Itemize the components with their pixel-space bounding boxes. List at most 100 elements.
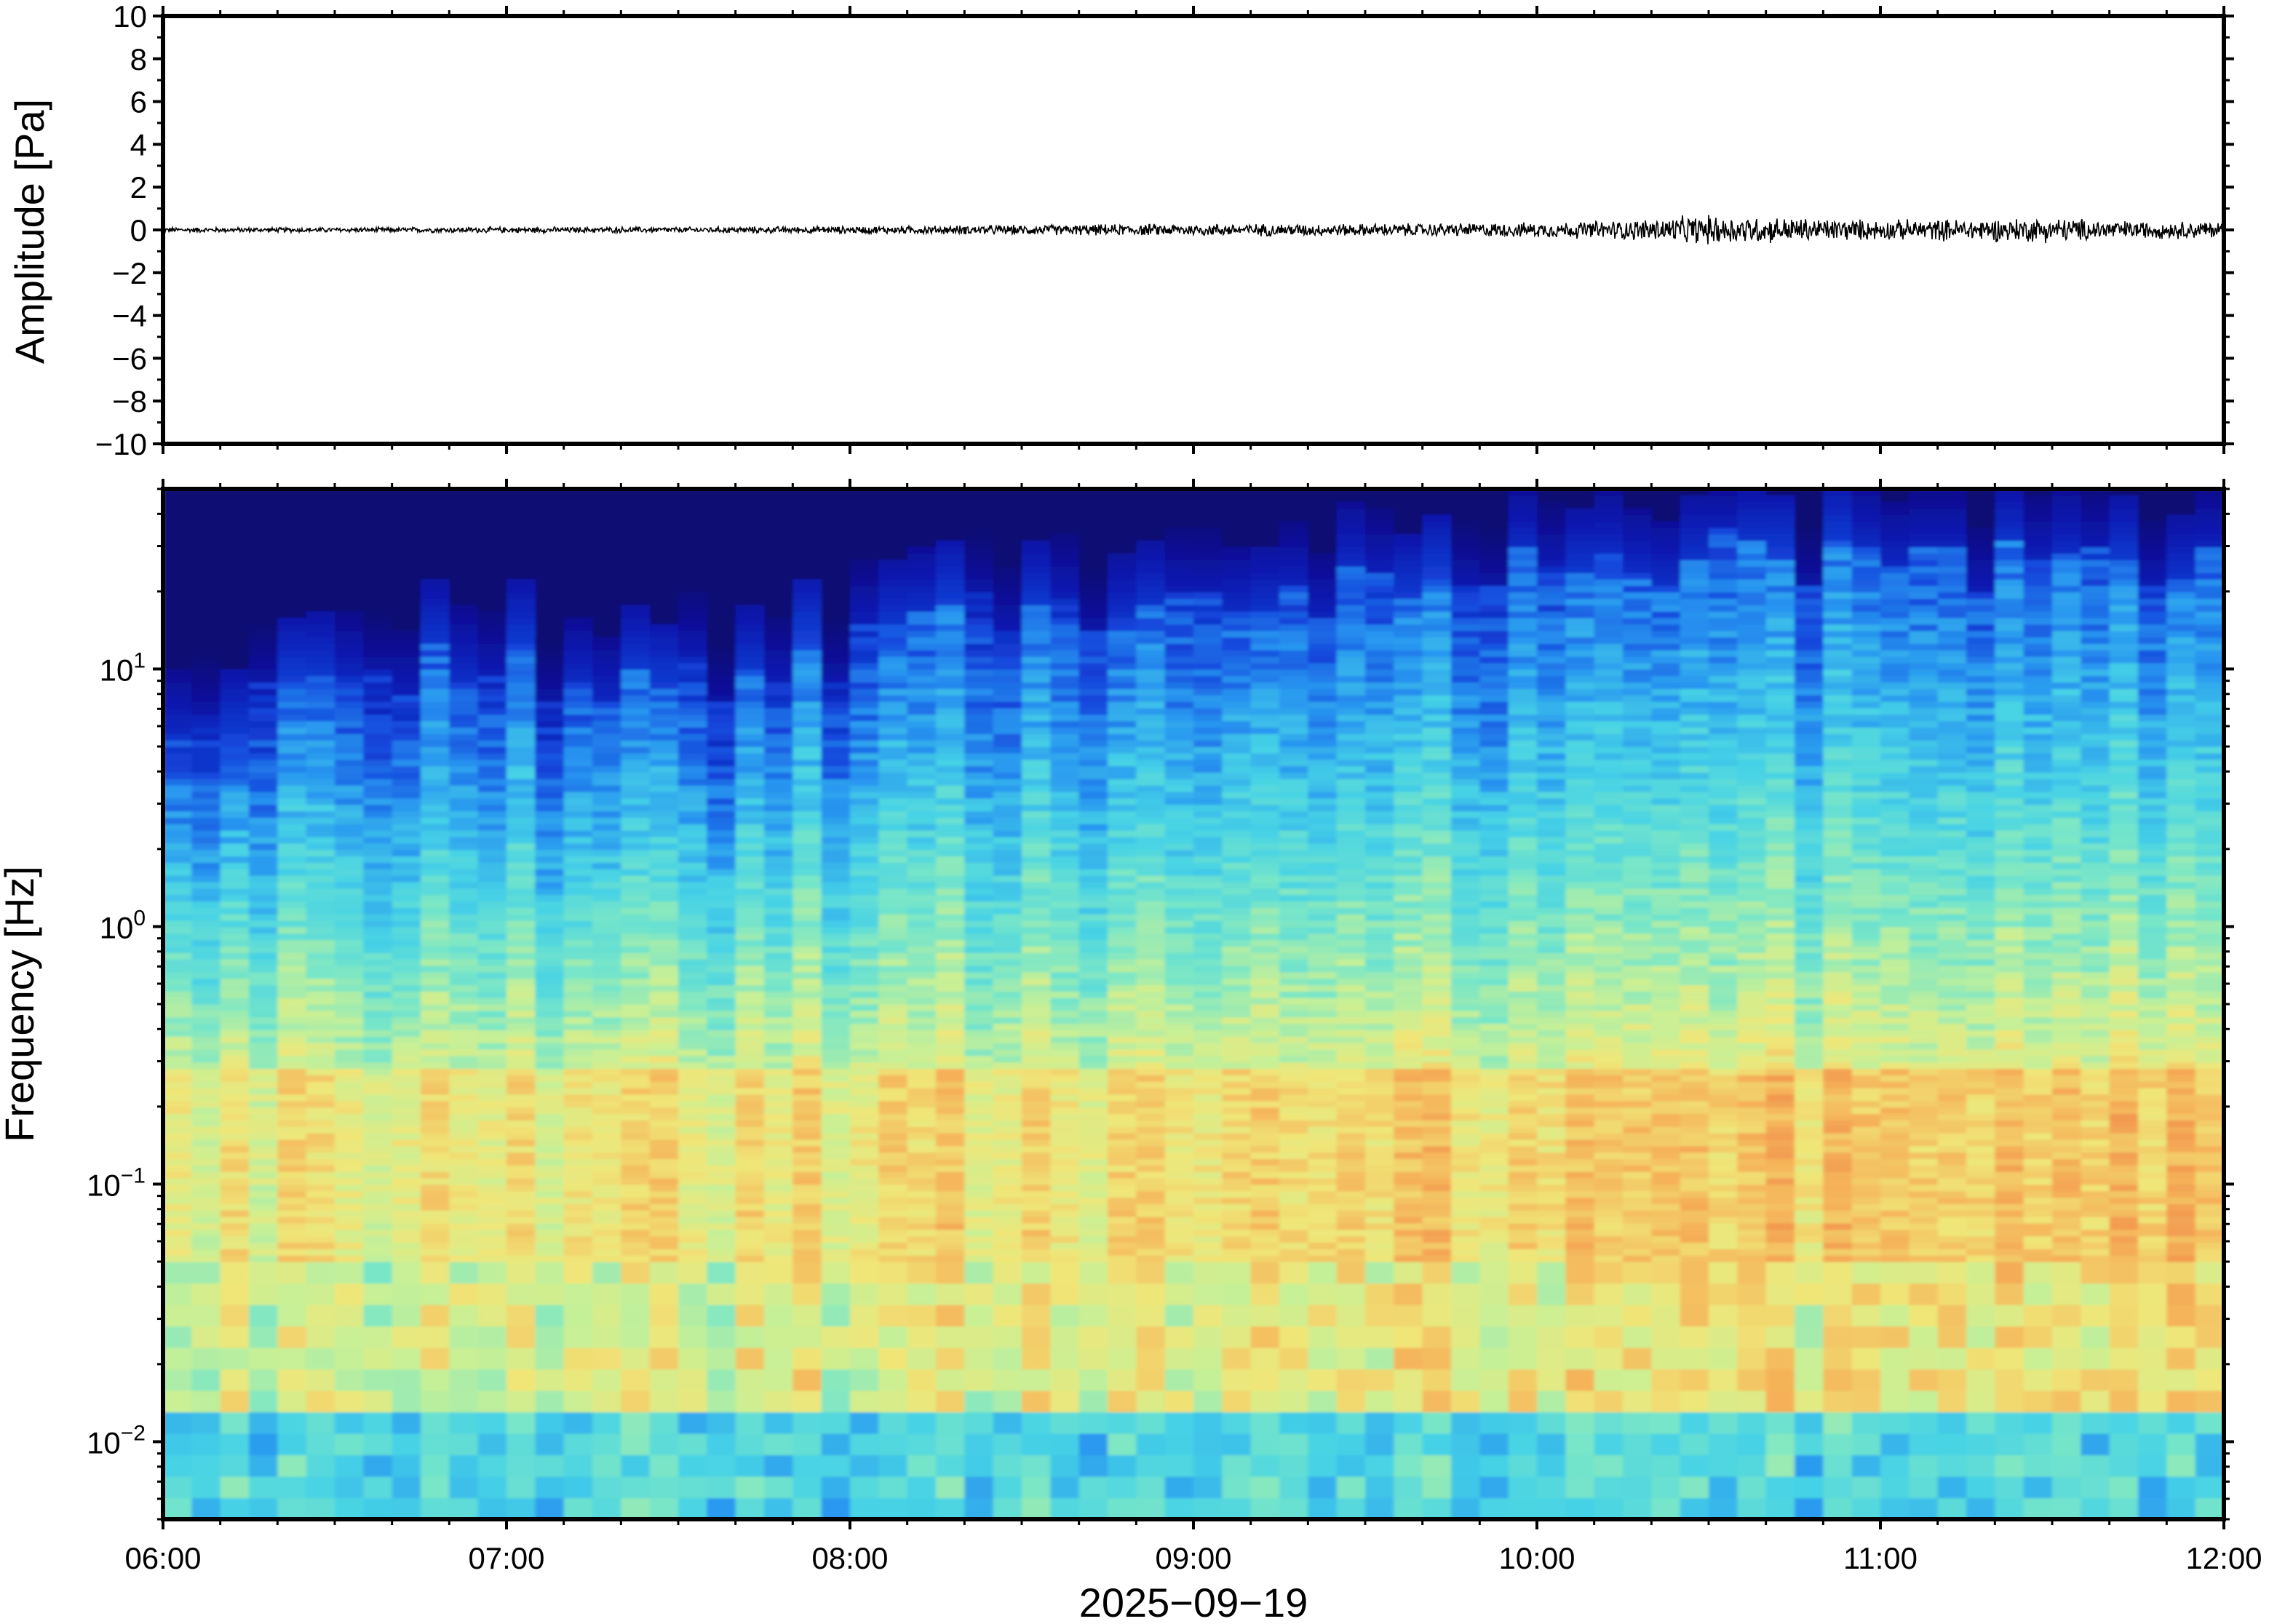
spectrogram-cell — [363, 637, 393, 644]
spectrogram-cell — [878, 759, 908, 767]
spectrogram-cell — [1250, 862, 1280, 869]
spectrogram-cell — [1250, 759, 1280, 767]
spectrogram-cell — [1193, 1262, 1223, 1284]
spectrogram-cell — [449, 1107, 479, 1115]
spectrogram-cell — [592, 1171, 621, 1179]
spectrogram-cell — [1250, 984, 1280, 992]
spectrogram-cell — [678, 714, 707, 722]
spectrogram-cell — [592, 1229, 621, 1237]
spectrogram-cell — [678, 998, 707, 1005]
spectrogram-cell — [421, 707, 450, 715]
spectrogram-cell — [649, 1412, 679, 1434]
spectrogram-cell — [1308, 1043, 1338, 1050]
spectrogram-cell — [506, 881, 536, 889]
spectrogram-cell — [964, 553, 994, 560]
spectrogram-cell — [878, 643, 908, 650]
spectrogram-cell — [191, 952, 221, 960]
spectrogram-cell — [506, 1088, 536, 1095]
spectrogram-cell — [821, 1283, 851, 1305]
spectrogram-cell — [764, 1139, 793, 1147]
spectrogram-cell — [735, 720, 765, 728]
spectrogram-cell — [821, 797, 851, 805]
spectrogram-cell — [1050, 888, 1080, 896]
spectrogram-cell — [1050, 1249, 1080, 1256]
spectrogram-cell — [1193, 869, 1223, 876]
spectrogram-cell — [1078, 1107, 1108, 1115]
spectrogram-cell — [1078, 1390, 1108, 1413]
spectrogram-cell — [1050, 849, 1080, 857]
spectrogram-cell — [563, 849, 593, 857]
spectrogram-cell — [506, 733, 536, 741]
spectrogram-cell — [220, 888, 250, 896]
spectrogram-cell — [1022, 1133, 1051, 1140]
spectrogram-cell — [735, 1235, 765, 1243]
spectrogram-cell — [678, 630, 707, 638]
spectrogram-cell — [964, 1369, 994, 1391]
spectrogram-cell — [421, 1369, 450, 1391]
spectrogram-cell — [477, 1177, 507, 1185]
spectrogram-cell — [878, 901, 908, 908]
spectrogram-cell — [563, 804, 593, 812]
spectrogram-cell — [277, 1152, 307, 1159]
spectrogram-cell — [421, 727, 450, 734]
spectrogram-cell — [277, 991, 307, 998]
spectrogram-cell — [649, 881, 679, 889]
spectrogram-cell — [1022, 1326, 1051, 1348]
spectrogram-cell — [592, 1390, 621, 1413]
spectrogram-cell — [477, 817, 507, 824]
spectrogram-cell — [850, 1210, 879, 1217]
spectrogram-cell — [449, 1184, 479, 1192]
spectrogram-cell — [1164, 914, 1194, 921]
spectrogram-cell — [792, 611, 822, 618]
spectrogram-cell — [592, 1107, 621, 1115]
spectrogram-cell — [878, 875, 908, 883]
spectrogram-cell — [1193, 772, 1223, 779]
spectrogram-cell — [506, 1004, 536, 1011]
spectrogram-cell — [764, 752, 793, 760]
spectrogram-cell — [878, 618, 908, 625]
spectrogram-cell — [1050, 662, 1080, 670]
spectrogram-cell — [1308, 720, 1338, 728]
spectrogram-cell — [592, 1062, 621, 1070]
spectrogram-cell — [1308, 888, 1338, 896]
spectrogram-cell — [878, 1030, 908, 1037]
spectrogram-cell — [936, 566, 965, 573]
spectrogram-cell — [735, 1190, 765, 1198]
spectrogram-cell — [220, 1126, 250, 1134]
spectrogram-cell — [764, 881, 793, 889]
spectrogram-cell — [506, 624, 536, 632]
spectrogram-cell — [392, 1048, 421, 1056]
spectrogram-cell — [249, 862, 278, 869]
spectrogram-cell — [678, 1190, 707, 1198]
spectrogram-cell — [993, 727, 1022, 734]
spectrogram-cell — [277, 875, 307, 883]
spectrogram-cell — [621, 1152, 651, 1159]
spectrogram-cell — [964, 920, 994, 928]
spectrogram-cell — [1336, 1190, 1366, 1198]
spectrogram-cell — [936, 1235, 965, 1243]
spectrogram-cell — [363, 669, 393, 677]
spectrogram-cell — [1279, 869, 1308, 876]
spectrogram-cell — [449, 1158, 479, 1166]
spectrogram-cell — [735, 765, 765, 773]
spectrogram-cell — [678, 1305, 707, 1327]
spectrogram-cell — [1279, 1075, 1308, 1082]
spectrogram-cell — [907, 624, 937, 632]
spectrogram-cell — [1193, 1152, 1223, 1159]
spectrogram-cell — [1108, 553, 1137, 560]
spectrogram-cell — [792, 1004, 822, 1011]
spectrogram-cell — [1279, 894, 1308, 901]
spectrogram-cell — [1108, 1497, 1137, 1519]
spectrogram-cell — [1193, 1113, 1223, 1121]
spectrogram-cell — [563, 1165, 593, 1172]
spectrogram-cell — [1279, 830, 1308, 837]
spectrogram-cell — [1022, 1369, 1051, 1391]
spectrogram-cell — [477, 707, 507, 715]
spectrogram-cell — [563, 836, 593, 844]
spectrogram-cell — [1050, 1075, 1080, 1082]
spectrogram-cell — [964, 1433, 994, 1456]
spectrogram-cell — [191, 836, 221, 844]
spectrogram-cell — [936, 920, 965, 928]
spectrogram-cell — [392, 1062, 421, 1070]
spectrogram-cell — [1336, 901, 1366, 908]
